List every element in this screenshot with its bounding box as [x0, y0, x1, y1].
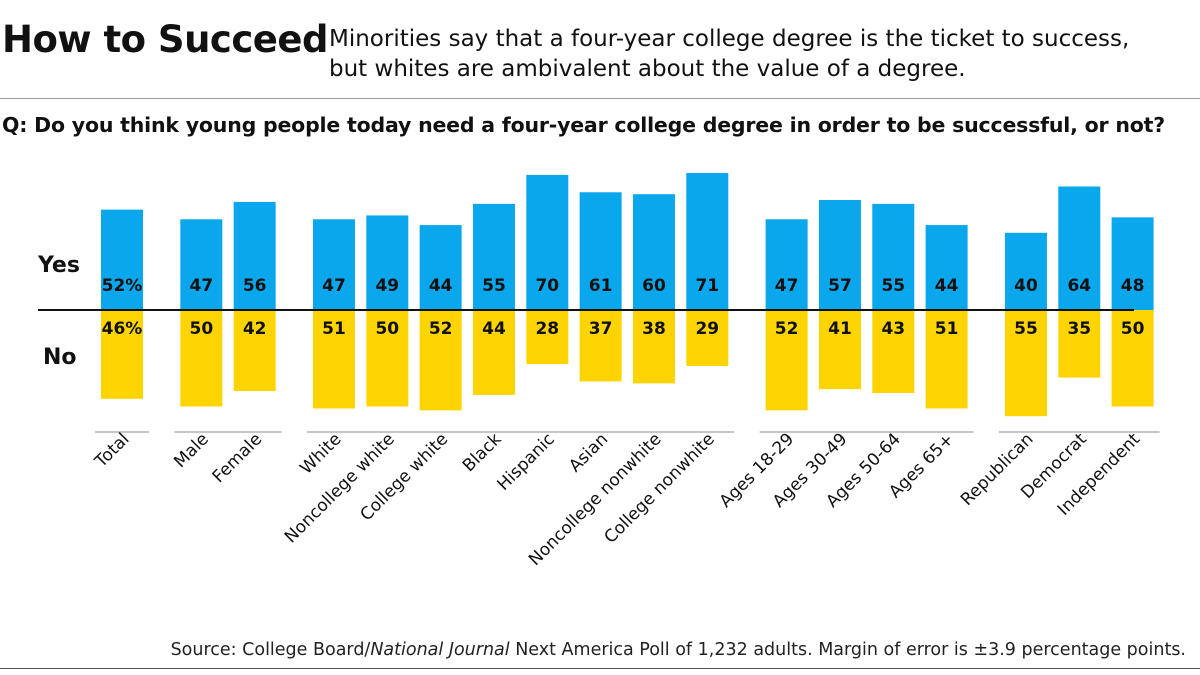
source-suffix: Next America Poll of 1,232 adults. Margi… — [509, 640, 1186, 660]
value-label-no: 35 — [1067, 319, 1091, 339]
value-label-yes: 57 — [828, 276, 852, 296]
bar-no — [180, 310, 223, 407]
value-label-yes: 44 — [429, 276, 453, 296]
bar-no — [872, 310, 915, 393]
bar-yes — [366, 215, 409, 310]
bar-yes — [686, 172, 729, 310]
bars-layer — [101, 172, 1154, 417]
value-label-yes: 55 — [482, 276, 506, 296]
bar-no — [472, 310, 515, 395]
category-label: Male — [170, 429, 213, 472]
category-label: Female — [209, 429, 267, 487]
value-label-yes: 71 — [695, 276, 719, 296]
value-label-yes: 47 — [189, 276, 213, 296]
value-label-no: 43 — [881, 319, 905, 339]
bar-no — [1004, 310, 1047, 417]
bar-no — [1058, 310, 1101, 378]
bar-no — [233, 310, 276, 392]
value-label-no: 52 — [429, 319, 453, 339]
category-label: Black — [459, 429, 506, 476]
yes-axis-label: Yes — [37, 253, 80, 278]
value-label-no: 55 — [1014, 319, 1038, 339]
bar-yes — [312, 219, 355, 310]
value-label-no: 51 — [322, 319, 346, 339]
value-label-yes: 49 — [375, 276, 399, 296]
bar-no — [765, 310, 808, 411]
value-label-yes: 52% — [102, 276, 143, 296]
value-label-no: 46% — [102, 319, 143, 339]
subtitle-line-2: but whites are ambivalent about the valu… — [329, 56, 966, 82]
bar-yes — [233, 201, 276, 310]
bar-no — [1111, 310, 1154, 407]
value-label-yes: 48 — [1121, 276, 1145, 296]
value-label-yes: 55 — [881, 276, 905, 296]
value-label-yes: 64 — [1067, 276, 1091, 296]
bar-no — [579, 310, 622, 382]
source-publication: National Journal — [370, 640, 510, 660]
bar-no — [686, 310, 729, 366]
bar-yes — [180, 219, 223, 310]
value-label-no: 52 — [775, 319, 799, 339]
source-note: Source: College Board/National Journal N… — [171, 640, 1186, 660]
bar-yes — [818, 199, 861, 310]
subtitle-line-1: Minorities say that a four-year college … — [329, 26, 1130, 52]
bar-yes — [632, 194, 675, 310]
value-label-no: 41 — [828, 319, 852, 339]
value-label-yes: 61 — [589, 276, 613, 296]
header-divider — [0, 98, 1200, 99]
page-title: How to Succeed — [2, 18, 328, 61]
bar-yes — [765, 219, 808, 310]
bar-yes — [872, 203, 915, 310]
source-prefix: Source: College Board/ — [170, 640, 371, 660]
category-label: Hispanic — [493, 429, 558, 494]
value-label-yes: 47 — [775, 276, 799, 296]
value-label-no: 28 — [535, 319, 559, 339]
value-label-no: 44 — [482, 319, 506, 339]
bar-yes — [419, 225, 462, 310]
bar-no — [101, 310, 143, 399]
no-axis-label: No — [43, 345, 77, 370]
value-label-no: 37 — [589, 319, 613, 339]
bar-no — [366, 310, 409, 407]
value-labels: 52% 46% 47 50 56 42 47 51 49 50 44 52 55 44 70 28 61 37 60… — [102, 276, 1145, 339]
footer-divider — [0, 668, 1200, 669]
bar-no — [526, 310, 569, 365]
value-label-no: 38 — [642, 319, 666, 339]
value-label-no: 50 — [189, 319, 213, 339]
bar-yes — [1004, 232, 1047, 310]
value-label-no: 29 — [695, 319, 719, 339]
value-label-yes: 44 — [935, 276, 959, 296]
bar-yes — [579, 192, 622, 310]
value-label-no: 50 — [1121, 319, 1145, 339]
bar-yes — [526, 174, 569, 310]
bar-no — [419, 310, 462, 411]
bar-yes — [472, 203, 515, 310]
survey-question: Q: Do you think young people today need … — [2, 113, 1165, 137]
value-label-no: 42 — [243, 319, 267, 339]
bar-no — [312, 310, 355, 409]
value-label-yes: 40 — [1014, 276, 1038, 296]
bar-yes — [1058, 186, 1101, 310]
value-label-no: 51 — [935, 319, 959, 339]
value-label-yes: 70 — [535, 276, 559, 296]
value-label-yes: 47 — [322, 276, 346, 296]
category-label: White — [296, 429, 345, 478]
category-label: Asian — [565, 429, 612, 476]
bar-no — [632, 310, 675, 384]
bar-yes — [925, 225, 968, 310]
bar-yes — [1111, 217, 1154, 310]
bar-no — [925, 310, 968, 409]
bar-no — [818, 310, 861, 390]
category-label: Total — [91, 429, 134, 472]
value-label-yes: 56 — [243, 276, 267, 296]
value-label-no: 50 — [375, 319, 399, 339]
value-label-yes: 60 — [642, 276, 666, 296]
bar-yes — [101, 209, 143, 310]
